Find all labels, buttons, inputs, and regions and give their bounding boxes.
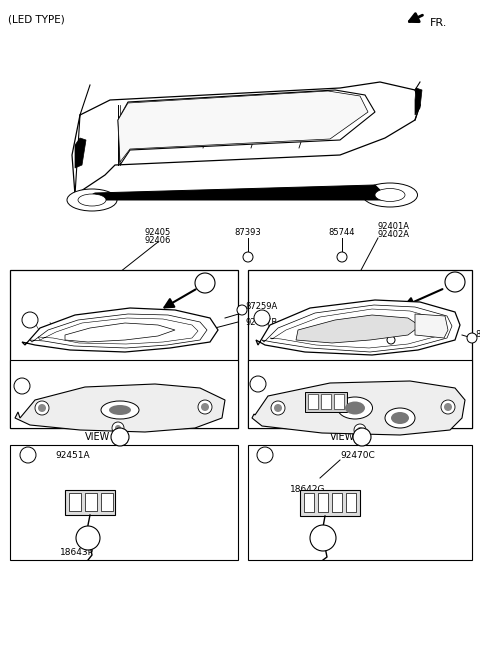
Polygon shape — [296, 315, 420, 343]
Polygon shape — [22, 308, 218, 352]
Circle shape — [38, 404, 46, 412]
Ellipse shape — [109, 405, 131, 415]
Text: a: a — [19, 382, 24, 390]
Bar — [300, 490, 360, 516]
Text: FR.: FR. — [430, 18, 447, 28]
Circle shape — [250, 376, 266, 392]
Circle shape — [441, 400, 455, 414]
Circle shape — [35, 401, 49, 415]
Circle shape — [354, 424, 366, 436]
Text: 92407B: 92407B — [245, 318, 277, 327]
Text: a: a — [25, 451, 31, 459]
Circle shape — [237, 305, 247, 315]
Text: a: a — [27, 316, 33, 325]
Text: b: b — [262, 451, 268, 459]
Text: 92470C: 92470C — [340, 451, 375, 459]
Text: (LED TYPE): (LED TYPE) — [8, 14, 65, 24]
Text: 1249BD: 1249BD — [392, 330, 425, 339]
Text: 18642G: 18642G — [290, 485, 325, 495]
Circle shape — [111, 428, 129, 446]
Bar — [308, 394, 318, 409]
Text: A: A — [117, 432, 123, 441]
Text: B: B — [359, 432, 365, 441]
Circle shape — [254, 310, 270, 326]
Circle shape — [76, 526, 100, 550]
Circle shape — [22, 312, 38, 328]
Polygon shape — [65, 323, 175, 342]
Circle shape — [310, 525, 336, 551]
Bar — [305, 392, 347, 412]
Ellipse shape — [337, 397, 372, 419]
Text: b: b — [259, 314, 264, 323]
Text: 92401A: 92401A — [378, 222, 410, 231]
Bar — [10, 445, 238, 560]
Ellipse shape — [362, 183, 418, 207]
Polygon shape — [15, 384, 225, 432]
Ellipse shape — [385, 408, 415, 428]
Circle shape — [274, 404, 282, 412]
Polygon shape — [415, 314, 448, 338]
Text: VIEW: VIEW — [330, 432, 355, 442]
Circle shape — [337, 252, 347, 262]
Circle shape — [112, 422, 124, 434]
Bar — [101, 493, 113, 511]
Ellipse shape — [391, 412, 409, 424]
Circle shape — [20, 447, 36, 463]
Polygon shape — [118, 91, 368, 162]
Circle shape — [387, 336, 395, 344]
Bar — [334, 394, 344, 409]
Bar — [69, 493, 81, 511]
Text: 18643P: 18643P — [60, 548, 94, 557]
Circle shape — [14, 378, 30, 394]
Bar — [346, 493, 356, 512]
Bar — [10, 360, 238, 428]
Bar — [332, 493, 342, 512]
Circle shape — [444, 403, 452, 411]
Bar — [248, 270, 472, 428]
Circle shape — [115, 425, 121, 431]
Polygon shape — [252, 381, 465, 435]
Text: b: b — [255, 380, 261, 388]
Circle shape — [467, 333, 477, 343]
Circle shape — [445, 272, 465, 292]
Text: 85744: 85744 — [329, 228, 355, 237]
Bar — [248, 360, 472, 428]
Circle shape — [257, 447, 273, 463]
Circle shape — [201, 403, 209, 411]
Text: 87393: 87393 — [235, 228, 262, 237]
Polygon shape — [118, 90, 375, 165]
Ellipse shape — [101, 401, 139, 419]
Text: 92406: 92406 — [145, 236, 171, 245]
Polygon shape — [256, 300, 460, 355]
Text: B: B — [451, 277, 459, 287]
Polygon shape — [415, 88, 422, 115]
Circle shape — [271, 401, 285, 415]
Circle shape — [195, 273, 215, 293]
Text: 87259A: 87259A — [245, 302, 277, 311]
Circle shape — [353, 428, 371, 446]
Ellipse shape — [67, 189, 117, 211]
Bar — [85, 493, 97, 511]
Ellipse shape — [375, 188, 405, 201]
Bar — [318, 493, 328, 512]
Text: 87343A: 87343A — [475, 330, 480, 339]
Text: 92402A: 92402A — [378, 230, 410, 239]
Text: 92405: 92405 — [145, 228, 171, 237]
Bar — [248, 445, 472, 560]
Circle shape — [243, 252, 253, 262]
Text: VIEW: VIEW — [85, 432, 110, 442]
Bar — [304, 493, 314, 512]
Polygon shape — [75, 138, 86, 168]
Bar — [65, 490, 115, 515]
Bar — [10, 270, 238, 428]
Circle shape — [357, 427, 363, 433]
Bar — [321, 394, 331, 409]
Text: 92451A: 92451A — [55, 451, 90, 461]
Polygon shape — [82, 185, 390, 200]
Polygon shape — [72, 82, 420, 195]
Ellipse shape — [78, 194, 106, 206]
Ellipse shape — [345, 401, 365, 415]
Text: A: A — [201, 278, 209, 288]
Circle shape — [198, 400, 212, 414]
